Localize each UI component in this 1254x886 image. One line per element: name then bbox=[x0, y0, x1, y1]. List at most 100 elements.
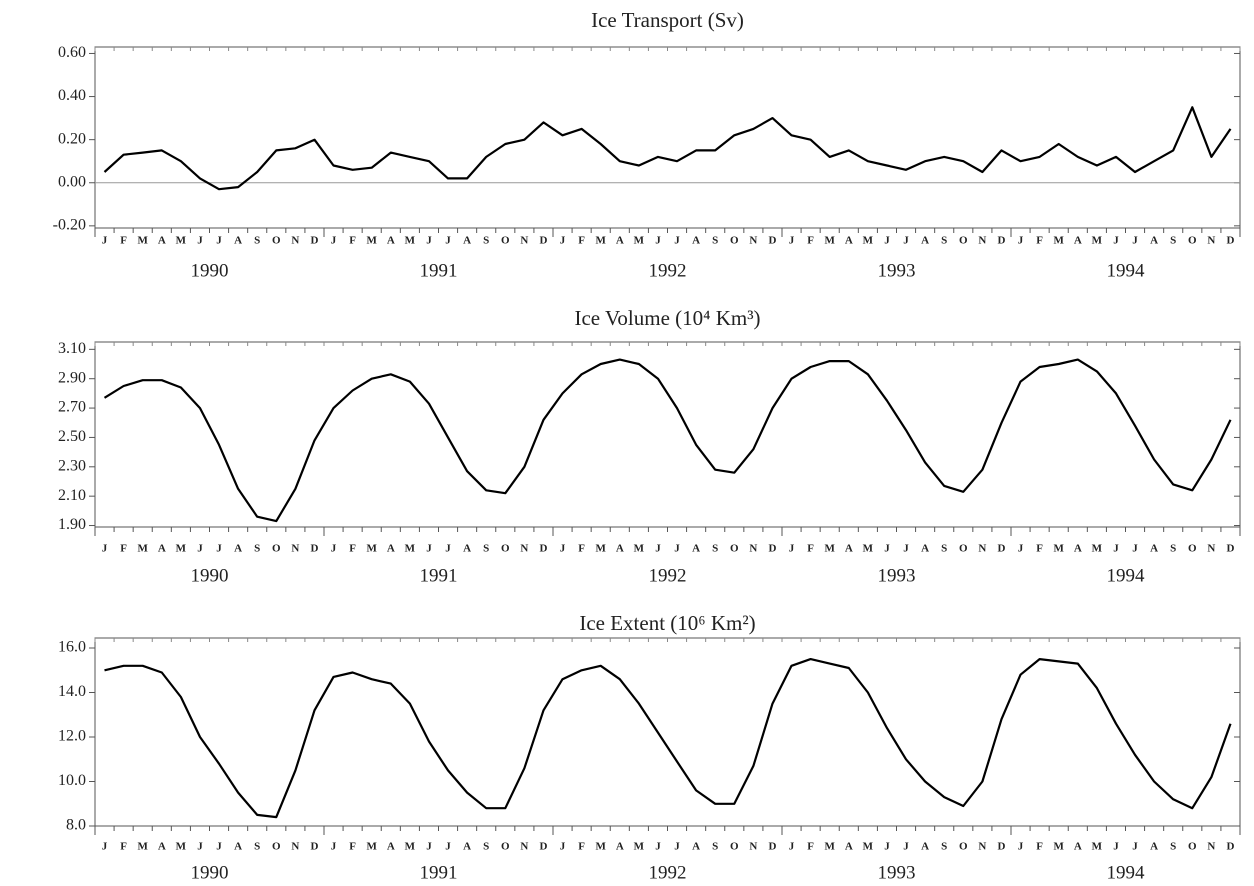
x-tick-label: J bbox=[1018, 235, 1024, 247]
x-tick-label: O bbox=[272, 841, 281, 853]
y-tick-label: 0.20 bbox=[58, 130, 86, 147]
x-tick-label: D bbox=[1226, 235, 1234, 247]
x-tick-label: J bbox=[789, 543, 795, 555]
x-tick-label: J bbox=[789, 235, 795, 247]
x-tick-label: S bbox=[941, 841, 947, 853]
x-tick-label: M bbox=[138, 841, 149, 853]
x-tick-label: A bbox=[921, 235, 929, 247]
x-tick-label: O bbox=[730, 841, 739, 853]
y-tick-label: 2.90 bbox=[58, 369, 86, 386]
x-tick-label: J bbox=[445, 235, 451, 247]
x-tick-label: O bbox=[730, 543, 739, 555]
x-tick-label: A bbox=[692, 841, 700, 853]
x-tick-label: A bbox=[463, 543, 471, 555]
x-tick-label: J bbox=[1132, 841, 1138, 853]
x-tick-label: A bbox=[616, 841, 624, 853]
x-tick-label: O bbox=[1188, 543, 1197, 555]
x-tick-label: F bbox=[120, 543, 127, 555]
x-tick-label: M bbox=[367, 841, 378, 853]
chart-title: Ice Transport (Sv) bbox=[591, 8, 744, 32]
x-tick-label: O bbox=[501, 543, 510, 555]
x-tick-label: A bbox=[1074, 841, 1082, 853]
x-tick-label: S bbox=[483, 235, 489, 247]
x-tick-label: A bbox=[1074, 543, 1082, 555]
x-tick-label: N bbox=[291, 841, 299, 853]
x-tick-label: S bbox=[1170, 543, 1176, 555]
x-tick-label: F bbox=[349, 235, 356, 247]
x-tick-label: J bbox=[445, 841, 451, 853]
x-tick-label: O bbox=[730, 235, 739, 247]
x-tick-label: D bbox=[539, 841, 547, 853]
x-tick-label: N bbox=[520, 235, 528, 247]
x-tick-label: A bbox=[921, 543, 929, 555]
x-tick-label: M bbox=[1092, 841, 1103, 853]
x-tick-label: M bbox=[405, 543, 416, 555]
x-tick-label: D bbox=[1226, 543, 1234, 555]
x-tick-label: O bbox=[272, 235, 281, 247]
y-tick-label: 1.90 bbox=[58, 516, 86, 533]
x-tick-label: A bbox=[234, 841, 242, 853]
x-tick-label: M bbox=[863, 841, 874, 853]
y-tick-label: 16.0 bbox=[58, 639, 86, 656]
x-tick-label: N bbox=[1207, 235, 1215, 247]
data-line bbox=[104, 658, 1232, 819]
year-label: 1992 bbox=[649, 565, 687, 586]
y-tick-label: 2.50 bbox=[58, 428, 86, 445]
x-tick-label: J bbox=[655, 841, 661, 853]
x-tick-label: J bbox=[789, 841, 795, 853]
x-tick-label: A bbox=[463, 841, 471, 853]
x-tick-label: D bbox=[997, 235, 1005, 247]
x-tick-label: S bbox=[254, 543, 260, 555]
x-tick-label: J bbox=[331, 543, 337, 555]
year-label: 1993 bbox=[878, 260, 916, 281]
x-tick-label: D bbox=[768, 841, 776, 853]
y-tick-label: 10.0 bbox=[58, 772, 86, 789]
x-tick-label: J bbox=[331, 841, 337, 853]
x-tick-label: J bbox=[903, 841, 909, 853]
year-label: 1990 bbox=[191, 565, 229, 586]
y-tick-label: 0.40 bbox=[58, 87, 86, 104]
x-tick-label: M bbox=[176, 841, 187, 853]
x-tick-label: A bbox=[845, 235, 853, 247]
x-tick-label: A bbox=[158, 841, 166, 853]
x-tick-label: M bbox=[367, 235, 378, 247]
x-tick-label: J bbox=[674, 235, 680, 247]
x-tick-label: O bbox=[501, 235, 510, 247]
x-tick-label: D bbox=[310, 543, 318, 555]
x-tick-label: N bbox=[1207, 841, 1215, 853]
x-tick-label: J bbox=[1132, 543, 1138, 555]
x-tick-label: J bbox=[884, 235, 890, 247]
x-tick-label: M bbox=[405, 841, 416, 853]
x-tick-label: A bbox=[845, 543, 853, 555]
x-tick-label: M bbox=[825, 235, 836, 247]
x-tick-label: A bbox=[692, 235, 700, 247]
x-tick-label: F bbox=[807, 235, 814, 247]
y-tick-label: 12.0 bbox=[58, 728, 86, 745]
x-tick-label: A bbox=[234, 543, 242, 555]
x-tick-label: D bbox=[310, 841, 318, 853]
year-label: 1992 bbox=[649, 260, 687, 281]
x-tick-label: S bbox=[1170, 841, 1176, 853]
x-tick-label: M bbox=[825, 841, 836, 853]
x-tick-label: J bbox=[884, 543, 890, 555]
y-tick-label: 2.70 bbox=[58, 399, 86, 416]
y-tick-label: 2.10 bbox=[58, 487, 86, 504]
x-tick-label: A bbox=[234, 235, 242, 247]
x-tick-label: D bbox=[997, 543, 1005, 555]
x-tick-label: J bbox=[884, 841, 890, 853]
x-tick-label: J bbox=[674, 543, 680, 555]
x-tick-label: F bbox=[578, 841, 585, 853]
year-label: 1991 bbox=[420, 565, 458, 586]
x-tick-label: O bbox=[959, 543, 968, 555]
x-tick-label: M bbox=[367, 543, 378, 555]
y-tick-label: 3.10 bbox=[58, 340, 86, 357]
x-tick-label: F bbox=[120, 235, 127, 247]
x-tick-label: J bbox=[655, 543, 661, 555]
plot-frame bbox=[94, 637, 1241, 827]
x-tick-label: J bbox=[216, 841, 222, 853]
y-tick-label: 8.0 bbox=[66, 817, 86, 834]
x-tick-label: J bbox=[102, 235, 108, 247]
x-tick-label: A bbox=[463, 235, 471, 247]
x-tick-label: J bbox=[445, 543, 451, 555]
